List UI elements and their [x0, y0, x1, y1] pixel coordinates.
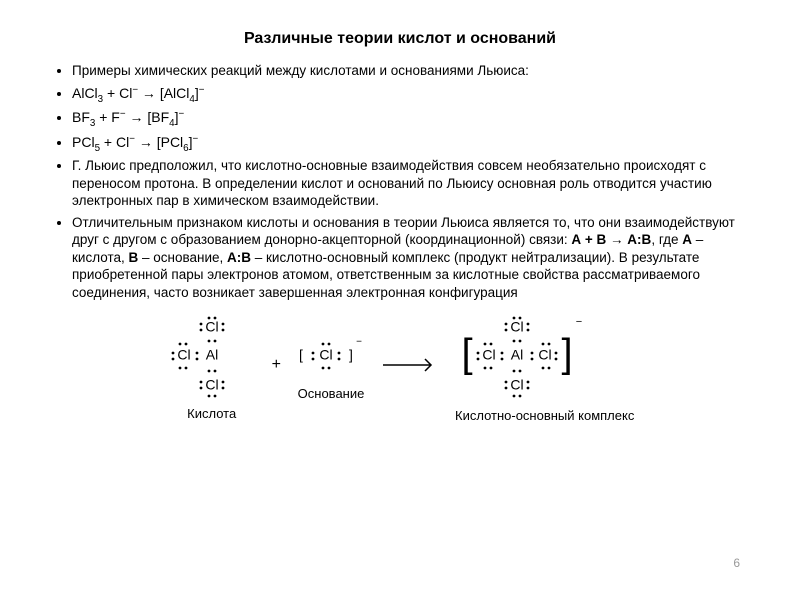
- minus-charge-base: −: [356, 336, 362, 347]
- atom-cl-left-complex: Cl: [482, 346, 495, 362]
- complex-svg: [ ] − Al Cl Cl Cl Cl: [455, 308, 583, 404]
- atom-cl-top-complex: Cl: [510, 318, 523, 334]
- complex-caption: Кислотно-основный комплекс: [455, 408, 634, 423]
- atom-cl-top: Cl: [205, 318, 218, 334]
- svg-text:[: [: [299, 346, 303, 362]
- base-svg: [ Cl ] −: [295, 330, 367, 382]
- acid-structure: Al Cl Cl Cl: [166, 310, 258, 421]
- acid-svg: Al Cl Cl Cl: [166, 310, 258, 402]
- slide: Различные теории кислот и оснований Прим…: [0, 0, 800, 600]
- bullet-intro: Примеры химических реакций между кислота…: [72, 62, 750, 80]
- atom-cl-bottom-complex: Cl: [510, 376, 523, 392]
- plus-sign: +: [272, 356, 281, 374]
- svg-text:[: [: [461, 331, 472, 375]
- acid-caption: Кислота: [166, 406, 258, 421]
- atom-cl-bottom: Cl: [205, 376, 218, 392]
- atom-al-complex: Al: [511, 346, 523, 362]
- atom-cl-base: Cl: [319, 346, 332, 362]
- arrow-icon: [381, 356, 441, 374]
- slide-title: Различные теории кислот и оснований: [50, 30, 750, 48]
- paragraph-1: Г. Льюис предположил, что кислотно-основ…: [72, 157, 750, 210]
- svg-text:]: ]: [561, 331, 572, 375]
- base-caption: Основание: [295, 386, 367, 401]
- equation-1: AlCl3 + Cl− → [AlCl4]−: [72, 84, 750, 107]
- slide-body: Примеры химических реакций между кислота…: [50, 62, 750, 302]
- base-structure: [ Cl ] − Основание: [295, 330, 367, 401]
- atom-cl-left: Cl: [177, 346, 190, 362]
- page-number: 6: [733, 556, 740, 570]
- atom-al: Al: [205, 346, 217, 362]
- equation-2: BF3 + F− → [BF4]−: [72, 108, 750, 131]
- complex-structure: [ ] − Al Cl Cl Cl Cl: [455, 308, 634, 423]
- atom-cl-right-complex: Cl: [538, 346, 551, 362]
- lewis-diagram: Al Cl Cl Cl: [50, 308, 750, 423]
- equation-3: PCl5 + Cl− → [PCl6]−: [72, 133, 750, 156]
- svg-text:]: ]: [349, 346, 353, 362]
- paragraph-2: Отличительным признаком кислоты и основа…: [72, 214, 750, 302]
- minus-charge-complex: −: [576, 315, 582, 327]
